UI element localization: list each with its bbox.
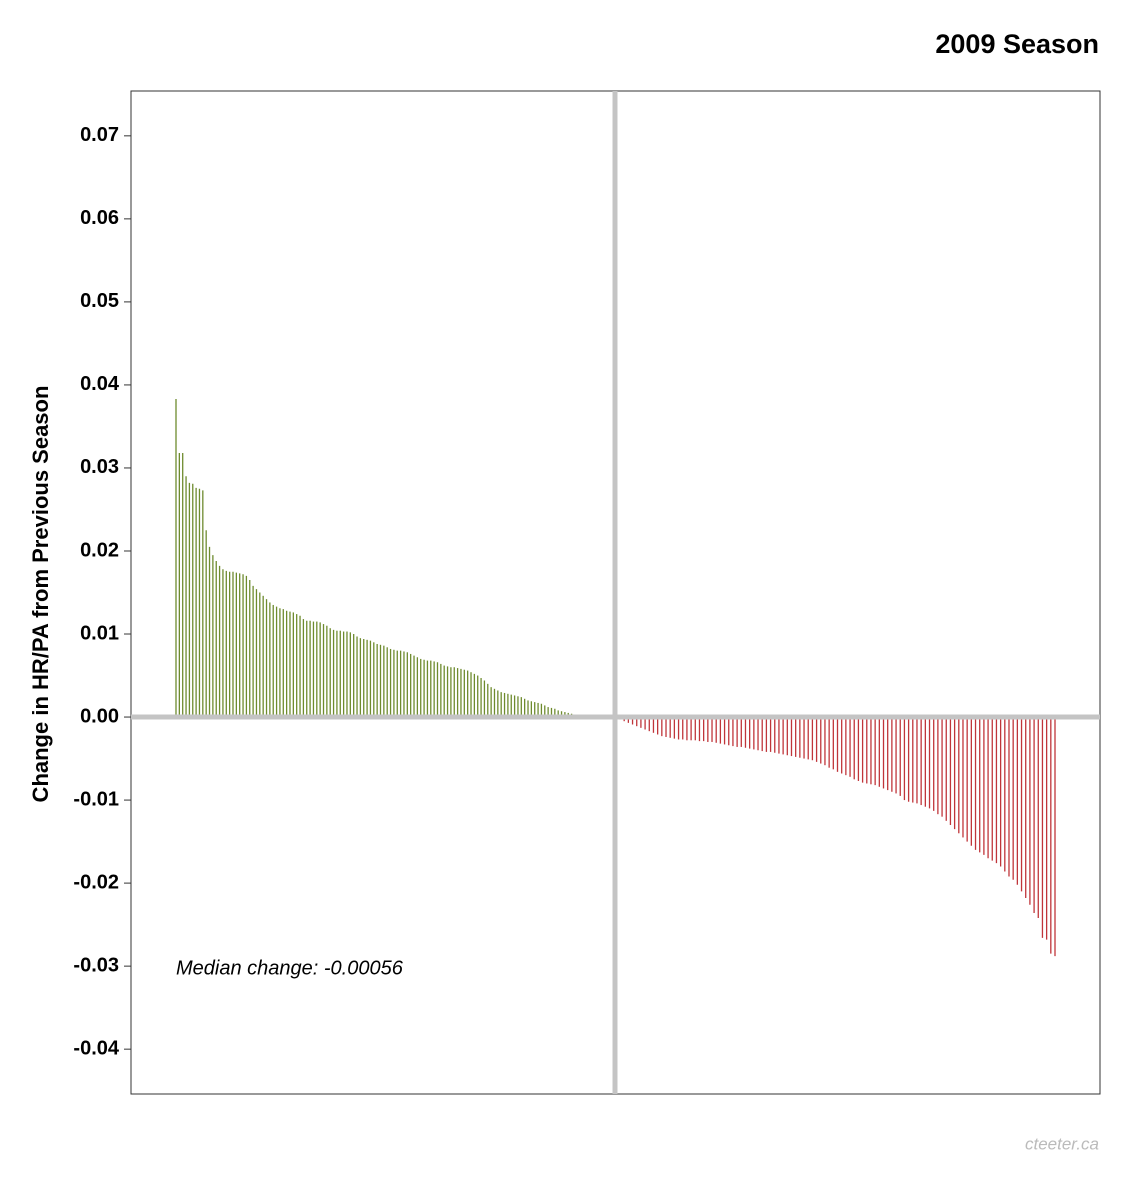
chart-title: 2009 Season — [935, 29, 1099, 59]
y-tick-label: 0.06 — [80, 207, 119, 229]
y-tick-label: 0.04 — [80, 373, 120, 395]
y-tick-label: -0.04 — [73, 1037, 119, 1059]
y-tick-label: -0.03 — [73, 954, 119, 976]
plot-area — [175, 399, 1056, 957]
y-tick-label: 0.03 — [80, 456, 119, 478]
y-tick-label: -0.01 — [73, 788, 119, 810]
y-tick-label: 0.05 — [80, 290, 119, 312]
y-tick-label: -0.02 — [73, 871, 119, 893]
annotation: Median change: -0.00056 — [176, 957, 404, 979]
y-tick-label: 0.02 — [80, 539, 119, 561]
y-tick-label: 0.07 — [80, 124, 119, 146]
y-tick-label: 0.01 — [80, 622, 119, 644]
source: cteeter.ca — [1025, 1134, 1099, 1153]
y-tick-label: 0.00 — [80, 705, 119, 727]
y-axis-label: Change in HR/PA from Previous Season — [28, 386, 53, 803]
